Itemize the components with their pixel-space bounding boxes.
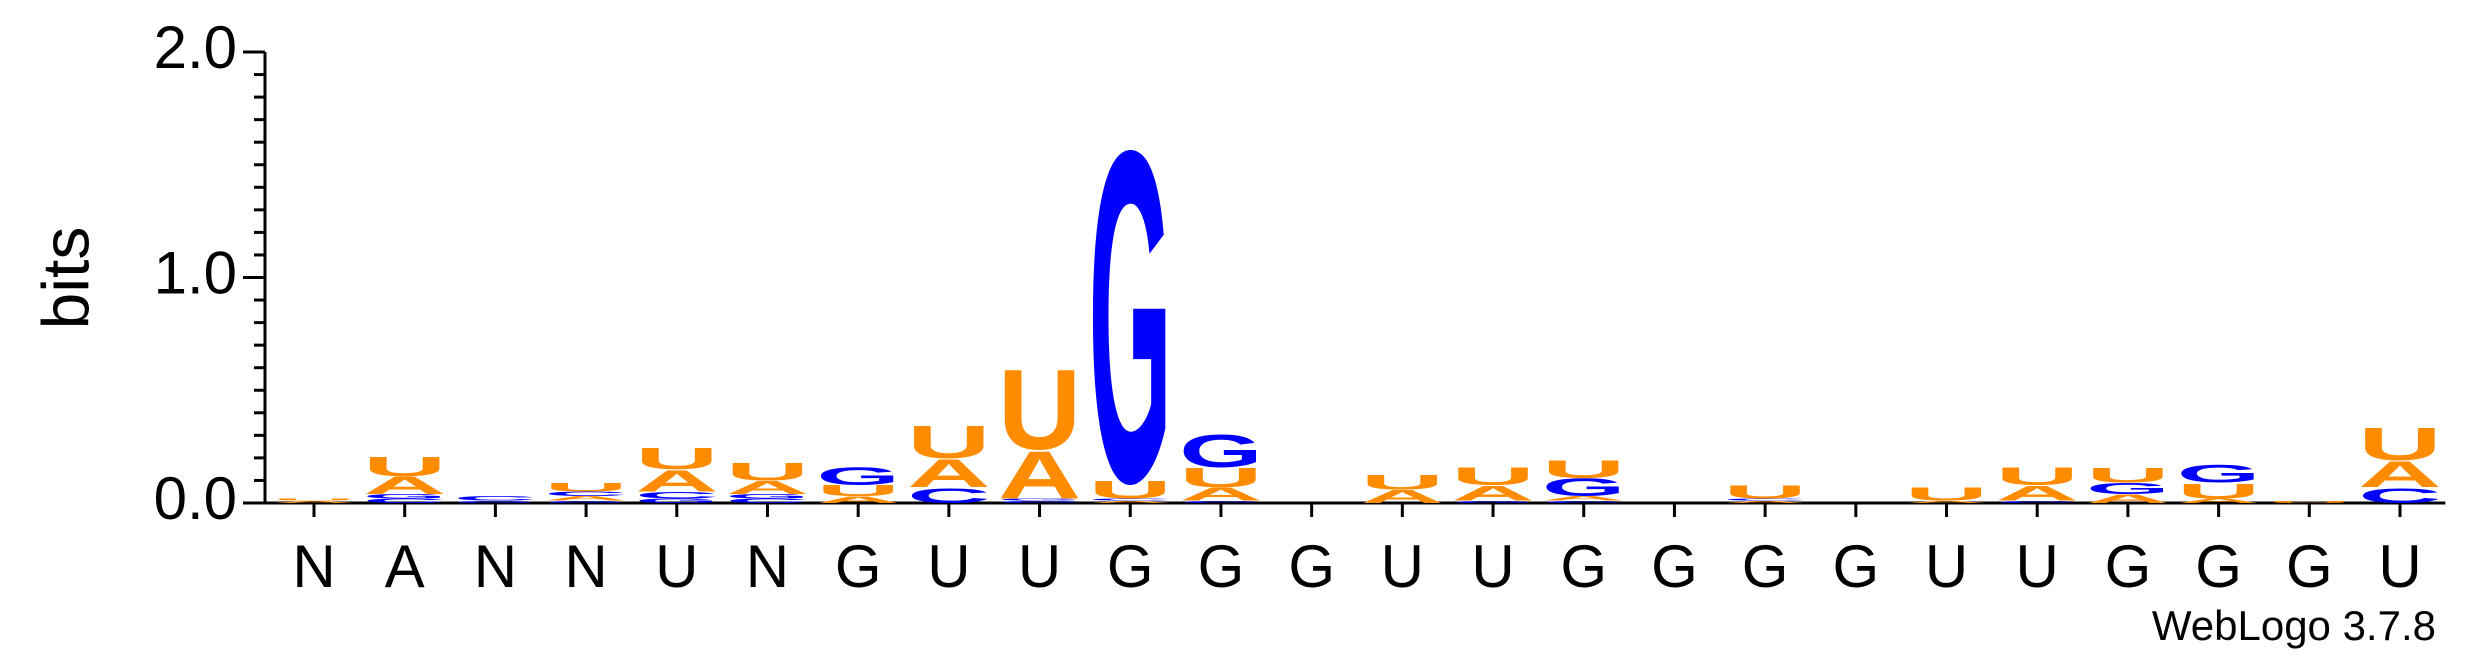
- x-tick-label: U: [1018, 533, 1061, 600]
- letter: A: [816, 495, 899, 505]
- letter: C: [454, 495, 537, 502]
- letter: G: [635, 497, 718, 504]
- letter: U: [1451, 462, 1534, 490]
- x-tick-label: G: [835, 533, 882, 600]
- letter: C: [726, 497, 809, 504]
- x-tick-label: G: [1742, 533, 1789, 600]
- letter: U: [363, 451, 446, 482]
- letter: U: [2086, 463, 2169, 487]
- letter: A: [272, 500, 355, 503]
- letter: U: [998, 346, 1081, 473]
- y-tick-label: 2.0: [154, 14, 237, 81]
- letter: G: [998, 498, 1081, 501]
- letter: G: [1542, 474, 1625, 501]
- letter: U: [816, 482, 899, 499]
- letter: U: [2268, 500, 2351, 503]
- letter: C: [1089, 498, 1172, 501]
- letter: U: [544, 481, 627, 495]
- letter: G: [726, 493, 809, 500]
- letter: U: [1542, 456, 1625, 484]
- x-tick-label: A: [385, 533, 425, 600]
- letter: C: [544, 491, 627, 498]
- footer: WebLogo 3.7.8: [2152, 602, 2436, 649]
- y-tick-label: 0.0: [154, 465, 237, 532]
- x-tick-label: G: [2105, 533, 2152, 600]
- x-tick-label: G: [1107, 533, 1154, 600]
- letter: G: [2086, 480, 2169, 497]
- letter: A: [1089, 500, 1172, 503]
- letter: C: [907, 483, 990, 507]
- x-tick-label: U: [1471, 533, 1514, 600]
- letter: C: [1179, 500, 1262, 503]
- letter: U: [907, 416, 990, 468]
- letter: G: [816, 463, 899, 490]
- letter: U: [272, 498, 355, 501]
- x-tick-label: G: [1198, 533, 1245, 600]
- letter: U: [1723, 482, 1806, 503]
- letter: G: [2177, 461, 2260, 488]
- letter: C: [2358, 483, 2441, 507]
- x-tick-label: U: [2378, 533, 2421, 600]
- letter: A: [1361, 486, 1444, 507]
- letter: C: [1723, 498, 1806, 501]
- x-tick-label: G: [2286, 533, 2333, 600]
- x-tick-label: G: [1651, 533, 1698, 600]
- x-tick-label: N: [564, 533, 607, 600]
- letter: G: [363, 493, 446, 500]
- x-tick-label: N: [746, 533, 789, 600]
- x-tick-label: G: [1560, 533, 1607, 600]
- letter: C: [998, 500, 1081, 503]
- letter: A: [1542, 495, 1625, 502]
- letter: U: [1089, 476, 1172, 504]
- letter: A: [635, 464, 718, 499]
- x-tick-label: G: [1288, 533, 1335, 600]
- y-tick-label: 1.0: [154, 239, 237, 306]
- letter: U: [726, 458, 809, 486]
- letter: U: [1361, 470, 1444, 494]
- letter: A: [544, 495, 627, 502]
- letter: A: [1995, 481, 2078, 505]
- letter: G: [1451, 500, 1534, 503]
- x-tick-label: U: [2016, 533, 2059, 600]
- letter: G: [454, 500, 537, 503]
- letter: A: [1905, 500, 1988, 503]
- letter: A: [2358, 454, 2441, 496]
- x-tick-label: N: [474, 533, 517, 600]
- letter: U: [1995, 462, 2078, 490]
- letter: A: [2177, 497, 2260, 504]
- letter: G: [1179, 425, 1262, 477]
- letter: A: [1723, 500, 1806, 503]
- x-tick-label: U: [1381, 533, 1424, 600]
- letter: A: [726, 477, 809, 498]
- letter: A: [998, 437, 1081, 513]
- x-tick-label: N: [292, 533, 335, 600]
- x-tick-label: G: [2195, 533, 2242, 600]
- letter: U: [2177, 479, 2260, 503]
- y-axis-label: bits: [28, 227, 102, 330]
- x-tick-label: U: [1925, 533, 1968, 600]
- letter: G: [1089, 52, 1172, 582]
- x-tick-label: G: [1832, 533, 1879, 600]
- letter: A: [907, 451, 990, 496]
- letter: U: [635, 441, 718, 476]
- letter: C: [363, 497, 446, 504]
- letter: A: [1179, 484, 1262, 505]
- letter: C: [1542, 500, 1625, 503]
- letter: U: [1179, 462, 1262, 493]
- letter: U: [1905, 484, 1988, 505]
- letter: C: [1995, 500, 2078, 503]
- letter: C: [635, 490, 718, 500]
- letter: U: [2358, 418, 2441, 470]
- x-tick-label: U: [927, 533, 970, 600]
- letter: A: [1451, 481, 1534, 505]
- letter: A: [363, 471, 446, 499]
- letter: A: [2086, 492, 2169, 506]
- letter: G: [544, 500, 627, 503]
- x-tick-label: U: [655, 533, 698, 600]
